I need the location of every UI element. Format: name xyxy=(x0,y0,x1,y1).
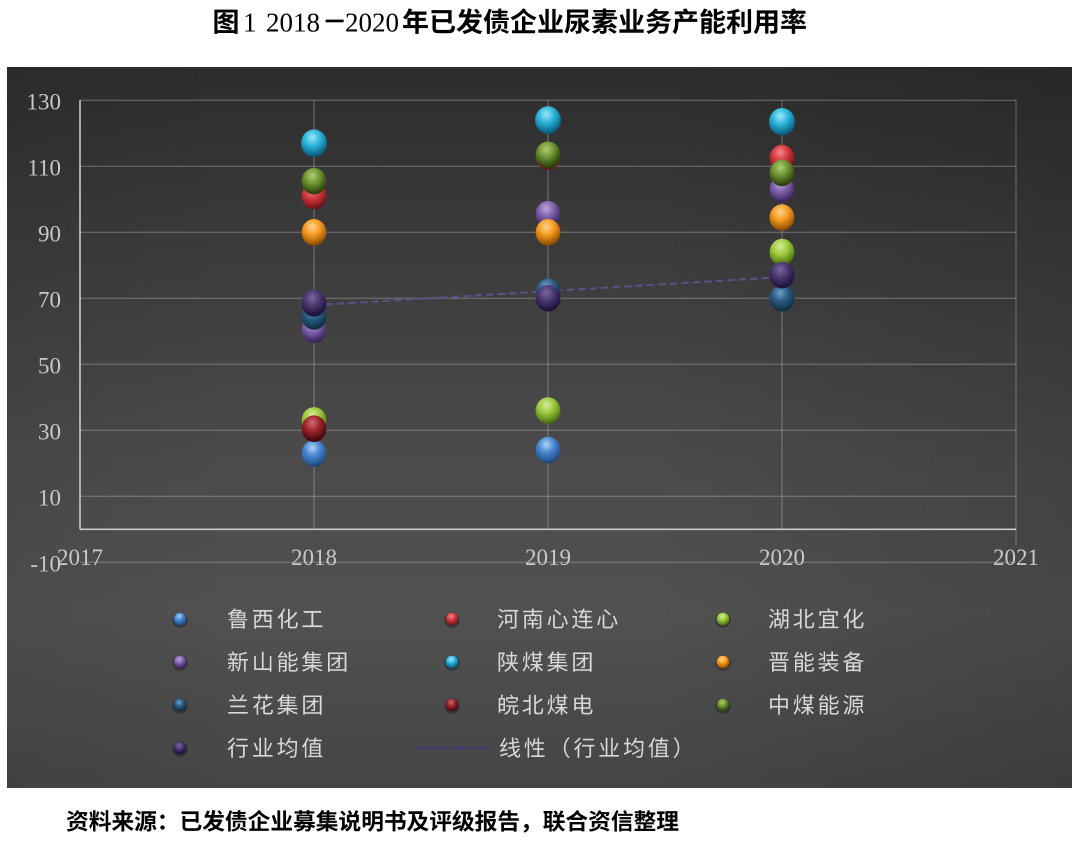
svg-text:50: 50 xyxy=(38,354,61,379)
svg-text:-10: -10 xyxy=(30,552,61,577)
svg-text:10: 10 xyxy=(38,486,61,511)
svg-text:2019: 2019 xyxy=(525,545,571,570)
svg-text:90: 90 xyxy=(38,222,61,247)
svg-text:2020: 2020 xyxy=(345,8,399,38)
svg-text:130: 130 xyxy=(27,90,62,115)
svg-text:2018: 2018 xyxy=(266,8,320,38)
svg-text:2020: 2020 xyxy=(759,545,805,570)
svg-text:110: 110 xyxy=(27,156,61,181)
svg-text:2017: 2017 xyxy=(57,545,103,570)
svg-text:2018: 2018 xyxy=(291,545,337,570)
svg-text:70: 70 xyxy=(38,288,61,313)
svg-text:1: 1 xyxy=(243,8,257,38)
svg-text:30: 30 xyxy=(38,420,61,445)
svg-text:2021: 2021 xyxy=(993,545,1039,570)
